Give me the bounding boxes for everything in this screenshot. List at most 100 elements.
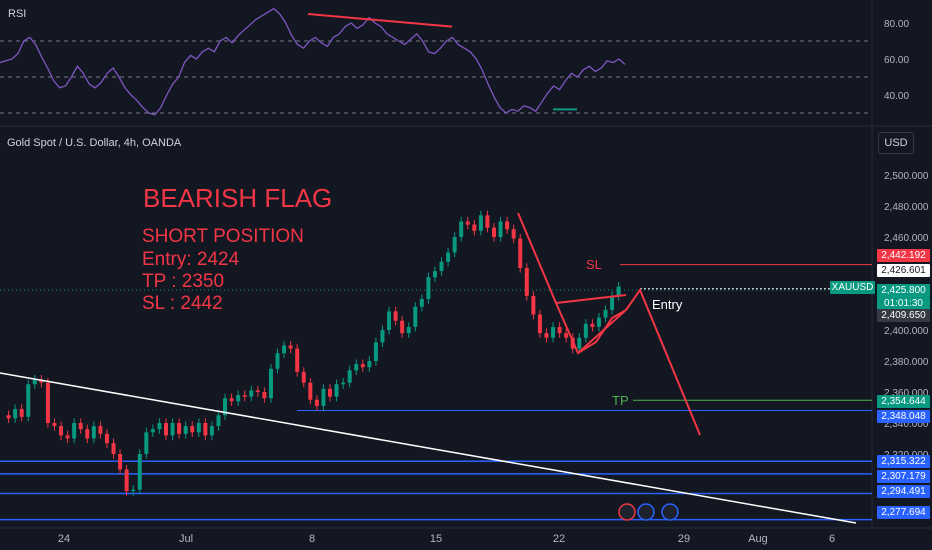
candle-body xyxy=(341,382,346,385)
candle-body xyxy=(596,317,601,327)
time-tick-label: 6 xyxy=(829,533,835,545)
price-badge: 2,307.179 xyxy=(877,470,930,483)
candle-body xyxy=(544,333,549,338)
symbol-title: Gold Spot / U.S. Dollar, 4h, OANDA xyxy=(7,137,182,149)
rsi-pane xyxy=(0,7,872,116)
time-tick-label: 22 xyxy=(553,533,565,545)
candle-body xyxy=(485,215,490,228)
annotation-line-3: TP : 2350 xyxy=(142,271,225,292)
candle-body xyxy=(419,299,424,307)
candle-body xyxy=(452,237,457,253)
grid xyxy=(0,0,932,529)
candle-body xyxy=(91,426,96,439)
candle-body xyxy=(65,435,70,439)
candle-body xyxy=(354,364,359,371)
candle-body xyxy=(52,423,57,427)
candle-body xyxy=(616,286,621,296)
currency-button[interactable]: USD xyxy=(878,132,914,154)
price-badge: 2,315.322 xyxy=(877,455,930,468)
candle-body xyxy=(288,345,293,349)
annotation-line-2: Entry: 2424 xyxy=(142,249,240,270)
candle-body xyxy=(478,215,483,231)
price-badge: 2,348.048 xyxy=(877,410,930,423)
candle-body xyxy=(144,432,149,454)
candle-body xyxy=(216,415,221,427)
time-tick-label: 24 xyxy=(58,533,70,545)
candle-body xyxy=(249,390,254,397)
candle-body xyxy=(301,371,306,383)
candle-body xyxy=(610,295,615,310)
candle-body xyxy=(406,326,411,334)
time-tick-label: 29 xyxy=(678,533,690,545)
candle-body xyxy=(426,277,431,299)
candle-body xyxy=(39,379,44,383)
candle-body xyxy=(400,320,405,334)
candle-body xyxy=(268,368,273,399)
candle-body xyxy=(72,423,77,439)
candle-body xyxy=(524,268,529,296)
time-tick-label: Jul xyxy=(179,533,193,545)
annotation-line-4: SL : 2442 xyxy=(142,293,223,314)
candle-body xyxy=(262,392,267,399)
candle-body xyxy=(472,224,477,231)
candle-body xyxy=(577,337,582,349)
candle-body xyxy=(104,433,109,444)
candle-body xyxy=(124,469,129,492)
us-flag-icon xyxy=(637,503,655,521)
candle-body xyxy=(196,423,201,433)
candle-body xyxy=(314,399,319,406)
candle-body xyxy=(334,384,339,397)
candle-body xyxy=(518,238,523,268)
candle-body xyxy=(465,221,470,225)
candle-body xyxy=(275,353,280,369)
candle-body xyxy=(255,390,260,392)
candle-body xyxy=(432,271,437,278)
rsi-divergence-line xyxy=(307,13,453,28)
price-badge: 01:01:30 xyxy=(877,297,930,310)
time-tick-label: 8 xyxy=(309,533,315,545)
candle-body xyxy=(177,423,182,434)
price-tick-label: 2,340.000 xyxy=(884,419,929,430)
candle-body xyxy=(557,326,562,334)
candle-body xyxy=(373,342,378,361)
candle-body xyxy=(19,409,24,417)
candle-body xyxy=(282,345,287,354)
candle-body xyxy=(111,443,116,454)
tp-label: TP xyxy=(612,393,629,408)
candle-body xyxy=(505,221,510,230)
candle-body xyxy=(387,311,392,330)
price-badge: 2,294.491 xyxy=(877,485,930,498)
candle-body xyxy=(236,395,241,402)
candle-body xyxy=(164,423,168,436)
candle-body xyxy=(118,454,123,470)
price-tick-label: 2,460.000 xyxy=(884,233,929,244)
annotation-line-1: SHORT POSITION xyxy=(142,226,304,247)
rsi-line xyxy=(0,7,626,116)
descending-trendline xyxy=(0,372,857,524)
price-tick-label: 2,400.000 xyxy=(884,326,929,337)
candle-body xyxy=(229,398,234,402)
price-tick-label: 2,380.000 xyxy=(884,357,929,368)
candle-body xyxy=(242,395,247,397)
candle-body xyxy=(131,489,136,492)
candle-body xyxy=(295,348,300,372)
candle-body xyxy=(446,252,451,262)
candle-body xyxy=(183,426,188,434)
candle-body xyxy=(137,454,142,490)
price-tick-label: 2,500.000 xyxy=(884,171,929,182)
flag-upper-line xyxy=(555,294,627,304)
candle-body xyxy=(321,388,326,406)
candle-body xyxy=(367,361,372,368)
candle-body xyxy=(413,306,418,327)
rsi-label: RSI xyxy=(8,8,27,20)
candle-body xyxy=(498,221,503,237)
rsi-tick-label: 60.00 xyxy=(884,55,909,66)
candle-body xyxy=(603,309,608,318)
candle-body xyxy=(78,423,83,430)
annotation-title: BEARISH FLAG xyxy=(143,183,333,213)
rsi-tick-label: 40.00 xyxy=(884,91,909,102)
candle-body xyxy=(537,314,542,334)
event-icons xyxy=(618,503,679,521)
price-tick-label: 2,480.000 xyxy=(884,202,929,213)
